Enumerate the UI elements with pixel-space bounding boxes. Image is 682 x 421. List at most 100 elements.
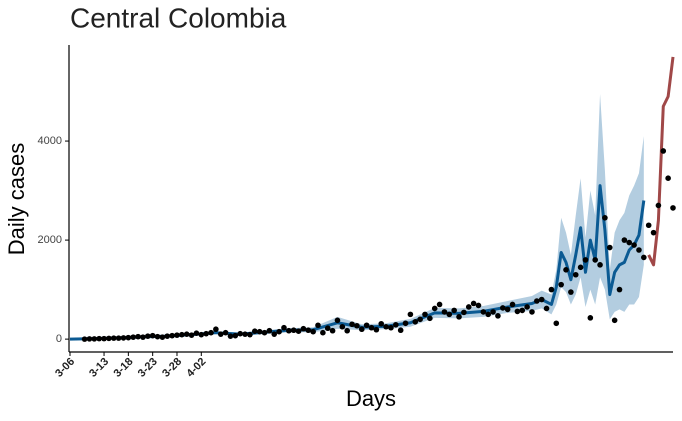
observed-point <box>665 175 671 181</box>
observed-point <box>645 222 652 229</box>
observed-point <box>568 289 574 295</box>
observed-point <box>417 316 423 323</box>
observed-point <box>256 328 263 335</box>
y-tick-label: 2000 <box>38 234 62 246</box>
observed-point <box>534 298 540 304</box>
observed-point <box>251 328 258 335</box>
observed-point <box>305 327 312 334</box>
x-tick-label: 3-28 <box>160 356 184 380</box>
observed-point <box>422 311 428 318</box>
observed-point <box>217 331 224 337</box>
observed-point <box>339 323 346 330</box>
y-axis-label: Daily cases <box>4 143 29 255</box>
observed-point <box>451 307 457 314</box>
observed-point <box>363 322 370 329</box>
observed-point <box>641 254 647 261</box>
observed-point <box>509 301 516 308</box>
observed-point <box>558 281 564 288</box>
observed-point <box>149 332 156 339</box>
y-tick-label: 0 <box>56 333 62 345</box>
observed-point <box>621 237 628 243</box>
observed-point <box>436 301 443 308</box>
observed-point <box>354 322 360 329</box>
observed-point <box>320 329 326 336</box>
observed-point <box>154 333 161 340</box>
observed-point <box>572 271 579 278</box>
observed-point <box>378 320 385 327</box>
observed-point <box>96 335 102 342</box>
observed-point <box>110 335 117 341</box>
observed-point <box>115 335 122 341</box>
observed-point <box>412 318 419 325</box>
observed-point <box>145 333 151 339</box>
observed-point <box>120 335 127 341</box>
observed-point <box>446 311 453 318</box>
observed-point <box>174 332 180 338</box>
observed-point <box>470 300 477 307</box>
observed-point <box>237 330 244 337</box>
chart-title: Central Colombia <box>70 2 287 33</box>
observed-point <box>650 229 657 236</box>
observed-point <box>368 324 375 331</box>
observed-point <box>315 322 321 329</box>
observed-point <box>310 328 316 335</box>
observed-point <box>266 327 273 334</box>
observed-point <box>290 327 297 334</box>
observed-point <box>543 305 550 312</box>
observed-point <box>130 334 137 340</box>
observed-point <box>140 334 146 340</box>
observed-point <box>324 325 331 332</box>
observed-point <box>431 305 438 312</box>
observed-point <box>548 286 555 293</box>
observed-point <box>616 286 623 293</box>
observed-point <box>349 321 355 328</box>
x-tick-label: 3-13 <box>87 356 111 380</box>
x-tick-label: 3-23 <box>136 356 160 380</box>
observed-point <box>383 323 389 330</box>
observed-point <box>101 335 107 342</box>
observed-point <box>602 215 608 221</box>
observed-point <box>164 333 171 339</box>
observed-point <box>159 334 166 340</box>
observed-point <box>597 262 603 268</box>
observed-point <box>247 331 253 338</box>
observed-point <box>427 315 433 322</box>
y-tick-label: 4000 <box>38 135 62 147</box>
observed-point <box>485 311 492 318</box>
observed-point <box>329 327 336 334</box>
observed-point <box>358 326 365 333</box>
observed-point <box>271 331 278 337</box>
observed-point <box>208 329 214 336</box>
observed-point <box>480 309 487 315</box>
observed-point <box>397 327 404 334</box>
observed-point <box>626 239 633 246</box>
observed-point <box>499 305 506 311</box>
observed-point <box>281 324 287 331</box>
observed-point <box>582 257 589 263</box>
observed-point <box>519 307 526 314</box>
observed-point <box>193 330 200 336</box>
observed-point <box>276 328 282 335</box>
observed-point <box>529 309 535 315</box>
observed-point <box>538 296 545 303</box>
observed-point <box>441 309 448 315</box>
observed-point <box>261 329 268 336</box>
observed-point <box>514 308 521 315</box>
observed-point <box>456 314 462 320</box>
observed-point <box>198 331 205 338</box>
x-tick-label: 3-06 <box>53 356 77 380</box>
observed-point <box>504 306 511 313</box>
observed-point <box>169 332 175 339</box>
observed-point <box>524 304 530 310</box>
observed-point <box>300 325 307 332</box>
projection-line <box>647 56 675 267</box>
observed-point <box>188 332 195 338</box>
observed-point <box>125 334 132 341</box>
observed-point <box>286 327 292 334</box>
observed-point <box>631 242 637 248</box>
observed-point <box>81 336 88 342</box>
observed-point <box>407 311 414 318</box>
observed-point <box>461 309 467 316</box>
observed-point <box>227 333 234 339</box>
